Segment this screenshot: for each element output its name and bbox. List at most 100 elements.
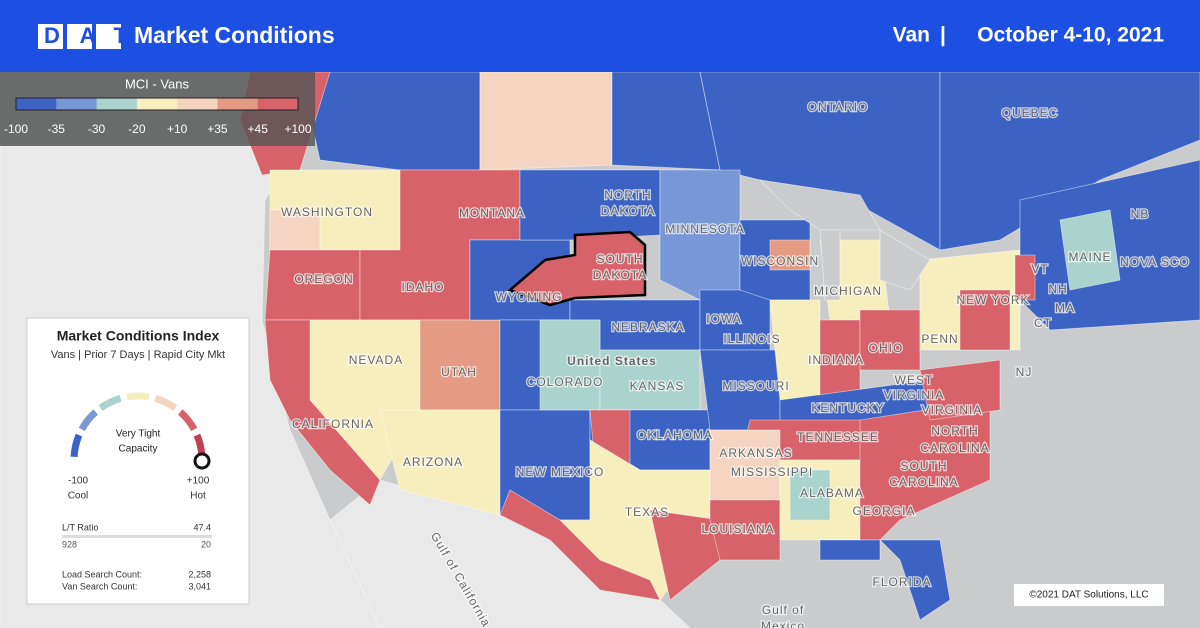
gauge-segment <box>98 395 122 411</box>
map-label: GEORGIA <box>852 504 915 518</box>
legend-label: +45 <box>248 122 269 136</box>
map-label: MISSOURI <box>722 379 789 393</box>
header <box>0 0 1200 72</box>
map-label: CAROLINA <box>920 441 989 455</box>
van-search-label: Van Search Count: <box>62 581 137 591</box>
legend-title: MCI - Vans <box>125 76 190 91</box>
map-label: MICHIGAN <box>814 284 882 298</box>
map-label: OHIO <box>869 341 904 355</box>
region <box>959 289 1011 351</box>
region <box>1014 254 1036 301</box>
region <box>479 71 613 171</box>
region <box>299 71 481 171</box>
logo: DAT <box>38 23 128 49</box>
van-search-value: 3,041 <box>188 581 211 591</box>
map-label: ALABAMA <box>800 486 864 500</box>
loads: 928 <box>62 539 77 549</box>
map-label: OKLAHOMA <box>637 428 713 442</box>
map-label: MAINE <box>1068 250 1111 264</box>
dates: October 4-10, 2021 <box>977 24 1164 47</box>
gauge-needle <box>193 452 211 470</box>
legend-swatch <box>177 98 218 110</box>
map-label: Gulf of <box>762 603 804 617</box>
legend-swatch <box>136 98 178 110</box>
map-label: United States <box>567 354 657 368</box>
region <box>758 179 881 231</box>
map-label: FLORIDA <box>872 575 931 589</box>
map-label: NB <box>1131 207 1150 221</box>
region <box>709 499 781 561</box>
map-label: CAROLINA <box>889 475 958 489</box>
map-label: SOUTH <box>597 252 644 266</box>
legend-label: -20 <box>128 122 146 136</box>
legend-frame <box>15 97 299 111</box>
gauge-text: Capacity <box>119 444 158 455</box>
map-label: WISCONSIN <box>741 254 819 268</box>
legend: -100 -35 -30 -20 +10 +35 +45 +100 <box>4 97 312 136</box>
gauge-segment <box>177 409 198 432</box>
legend-label: +10 <box>167 122 188 136</box>
region <box>379 409 501 516</box>
map-label: NEW YORK <box>956 293 1029 307</box>
legend-swatch <box>257 98 299 110</box>
region <box>819 229 841 301</box>
map-label: VT <box>1031 262 1048 276</box>
map-label: IDAHO <box>401 280 444 294</box>
legend-label: +35 <box>207 122 228 136</box>
map-label: DAKOTA <box>593 268 647 282</box>
map-label: ARIZONA <box>403 455 463 469</box>
map-label: NEBRASKA <box>611 320 684 334</box>
logo-text: DAT <box>44 23 128 48</box>
legend-swatch <box>16 98 57 110</box>
map-label: WEST <box>895 373 934 387</box>
map-label: ILLINOIS <box>723 332 780 346</box>
map-label: SOUTH <box>901 459 948 473</box>
legend-label: -100 <box>4 122 28 136</box>
map-label: VIRGINIA <box>884 388 945 402</box>
ratio-value: 47.4 <box>193 522 211 532</box>
legend-swatch <box>217 98 259 110</box>
copyright-box <box>1014 584 1164 606</box>
gauge-min-caption: Cool <box>68 491 89 502</box>
map-label: IOWA <box>706 312 742 326</box>
separator: | <box>940 24 946 47</box>
logo-box <box>38 24 63 49</box>
region <box>939 71 1200 251</box>
map-label: NEVADA <box>349 353 403 367</box>
map-label: TENNESSEE <box>797 430 879 444</box>
legend-label: +100 <box>284 122 311 136</box>
map-label: NH <box>1048 282 1067 296</box>
map-label: WYOMING <box>496 290 563 304</box>
legend-label: -30 <box>88 122 106 136</box>
gauge-segment <box>70 433 83 458</box>
legend-swatch <box>56 98 98 110</box>
map-labels: ONTARIO QUEBEC NORTH DAKOTA MINNESOTA WASHING… <box>280 99 1190 628</box>
map-label: WASHINGTON <box>281 205 373 219</box>
map-label: NORTH <box>604 188 651 202</box>
gauge-text: Very Tight <box>116 429 161 440</box>
map-label: NJ <box>1016 365 1033 379</box>
map-label: NEW MEXICO <box>516 465 605 479</box>
map-label: DAKOTA <box>601 204 655 218</box>
map-label: NORTH <box>931 424 978 438</box>
region <box>819 539 881 561</box>
map-label: KENTUCKY <box>811 401 884 415</box>
map-label: INDIANA <box>808 353 864 367</box>
region <box>264 319 381 506</box>
gauge-max: +100 <box>187 476 210 487</box>
trucks: 20 <box>201 539 211 549</box>
map-label: MONTANA <box>459 206 525 220</box>
equipment: Van <box>893 24 930 47</box>
gauge-min: -100 <box>68 476 88 487</box>
copyright: ©2021 DAT Solutions, LLC <box>1029 590 1148 601</box>
map-label: QUEBEC <box>1002 106 1059 120</box>
map-label: Mexico <box>761 619 805 628</box>
header-title: Market Conditions <box>134 22 335 48</box>
map-label: UTAH <box>441 365 477 379</box>
gauge-segment <box>126 392 150 401</box>
panel-title: Market Conditions Index <box>57 328 220 344</box>
gauge-segment <box>78 409 99 432</box>
region <box>879 229 931 291</box>
region <box>499 489 661 601</box>
map-label: CT <box>1034 316 1052 330</box>
